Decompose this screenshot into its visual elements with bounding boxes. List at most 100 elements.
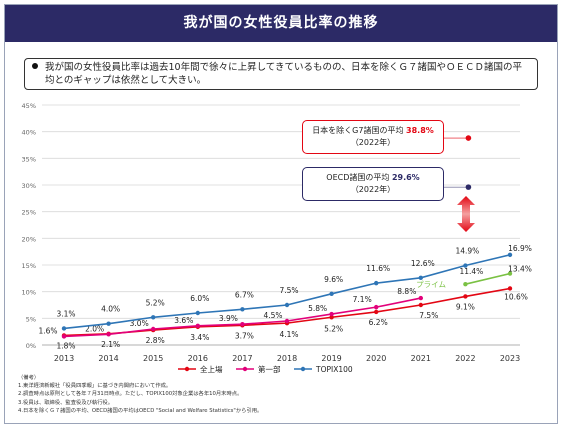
data-label: 4.0% <box>101 305 120 314</box>
data-point <box>195 323 200 328</box>
oecd-callout: OECD諸国の平均 29.6% （2022年） <box>302 167 444 201</box>
data-label: 2.8% <box>146 336 165 345</box>
y-tick-label: 35% <box>22 155 36 163</box>
data-label: 12.6% <box>411 259 435 268</box>
footnote-line: （備考） <box>18 375 40 381</box>
footnote-line: 1.東洋経済新報社「役員四季報」に基づき内閣府において作成。 <box>18 383 172 390</box>
data-label: 5.2% <box>146 298 165 307</box>
data-point <box>329 315 334 320</box>
g7-callout: 日本を除くG7諸国の平均 38.8% （2022年） <box>302 120 444 154</box>
data-point <box>240 307 245 312</box>
data-label: 3.0% <box>130 319 149 328</box>
data-label: 7.5% <box>279 286 298 295</box>
x-tick-label: 2020 <box>366 354 386 363</box>
data-label: 14.9% <box>455 247 479 256</box>
data-label: 7.1% <box>353 295 372 304</box>
data-point <box>507 286 513 291</box>
data-point <box>374 304 379 310</box>
y-tick-label: 45% <box>22 102 36 110</box>
series-line <box>465 272 511 285</box>
oecd-callout-value: 29.6% <box>391 173 420 182</box>
x-tick-label: 2015 <box>143 354 163 363</box>
legend-label: TOPIX100 <box>315 365 353 374</box>
y-tick-label: 5% <box>26 315 36 323</box>
legend-marker <box>184 366 190 372</box>
data-label: 4.1% <box>279 330 298 339</box>
data-label: 4.5% <box>263 311 282 320</box>
data-point <box>329 311 334 317</box>
data-label: 10.6% <box>504 292 528 301</box>
data-label: 7.5% <box>419 311 438 320</box>
footnote-line: 2.調査時点は原則として各年７月31日時点。ただし、TOPIX100対象企業は各… <box>18 391 243 398</box>
x-tick-label: 2023 <box>500 354 520 363</box>
footnote-line: 3.役員は、取締役、監査役及び執行役。 <box>18 399 114 406</box>
data-label: 6.7% <box>235 290 254 299</box>
data-point <box>240 322 245 327</box>
reference-point <box>465 135 472 141</box>
data-point <box>507 252 513 258</box>
data-point <box>151 315 156 320</box>
x-tick-label: 2021 <box>411 354 431 363</box>
data-label: 8.8% <box>397 287 416 296</box>
data-point <box>284 318 290 324</box>
data-point <box>106 321 111 326</box>
y-tick-label: 10% <box>22 289 36 297</box>
data-label: 13.4% <box>508 265 532 274</box>
g7-callout-value: 38.8% <box>406 126 434 135</box>
data-point <box>463 282 468 287</box>
data-label: 9.6% <box>324 275 343 284</box>
data-point <box>507 271 513 276</box>
data-label: 2.0% <box>85 324 104 333</box>
data-point <box>374 309 379 315</box>
data-point <box>106 332 111 337</box>
summary-box: 我が国の女性役員比率は過去10年間で徐々に上昇してきているものの、日本を除くＧ７… <box>24 58 538 90</box>
data-label: 3.9% <box>219 314 238 323</box>
x-tick-label: 2019 <box>321 354 341 363</box>
legend-label: 全上場 <box>200 364 223 374</box>
data-label: 9.1% <box>456 302 475 311</box>
page-title: 我が国の女性役員比率の推移 <box>5 5 557 42</box>
data-label: 1.6% <box>38 326 57 335</box>
data-point <box>418 275 423 280</box>
oecd-callout-year: （2022年） <box>350 185 396 194</box>
data-point <box>284 302 290 308</box>
data-label: 3.7% <box>235 331 254 340</box>
y-tick-label: 20% <box>22 235 36 243</box>
x-tick-label: 2014 <box>98 354 118 363</box>
prime-series-label: プライム <box>416 280 446 289</box>
data-label: 11.6% <box>366 264 390 273</box>
g7-callout-year: （2022年） <box>350 138 396 147</box>
x-tick-label: 2013 <box>54 354 74 363</box>
x-tick-label: 2017 <box>232 354 252 363</box>
data-point <box>418 295 423 301</box>
x-tick-label: 2016 <box>188 354 208 363</box>
footnote-line: 4.日本を除くＧ７諸国の平均、OECD諸国の平均はOECD "Social an… <box>18 407 263 414</box>
footnotes: （備考） 1.東洋経済新報社「役員四季報」に基づき内閣府において作成。 2.調査… <box>18 374 538 415</box>
data-point <box>61 334 67 339</box>
data-label: 11.4% <box>459 267 483 276</box>
data-label: 16.9% <box>508 244 532 253</box>
data-label: 5.8% <box>308 304 327 313</box>
data-label: 5.2% <box>324 324 343 333</box>
reference-point <box>465 184 472 190</box>
data-label: 3.4% <box>190 333 209 342</box>
legend-marker <box>242 366 248 372</box>
legend-marker <box>300 366 306 372</box>
data-point <box>374 280 379 286</box>
y-tick-label: 30% <box>22 182 36 190</box>
y-tick-label: 40% <box>22 129 36 137</box>
data-point <box>463 263 468 268</box>
data-label: 1.8% <box>56 341 75 350</box>
oecd-callout-label: OECD諸国の平均 <box>326 173 390 182</box>
y-tick-label: 25% <box>22 209 36 217</box>
x-tick-label: 2018 <box>277 354 297 363</box>
data-label: 3.6% <box>174 316 193 325</box>
data-point <box>329 291 334 296</box>
g7-callout-label: 日本を除くG7諸国の平均 <box>312 126 404 135</box>
data-label: 6.2% <box>369 318 388 327</box>
data-point <box>418 302 423 308</box>
data-label: 3.1% <box>56 309 75 318</box>
y-tick-label: 15% <box>22 262 36 270</box>
data-point <box>195 310 200 316</box>
gap-arrow-icon <box>457 196 475 232</box>
